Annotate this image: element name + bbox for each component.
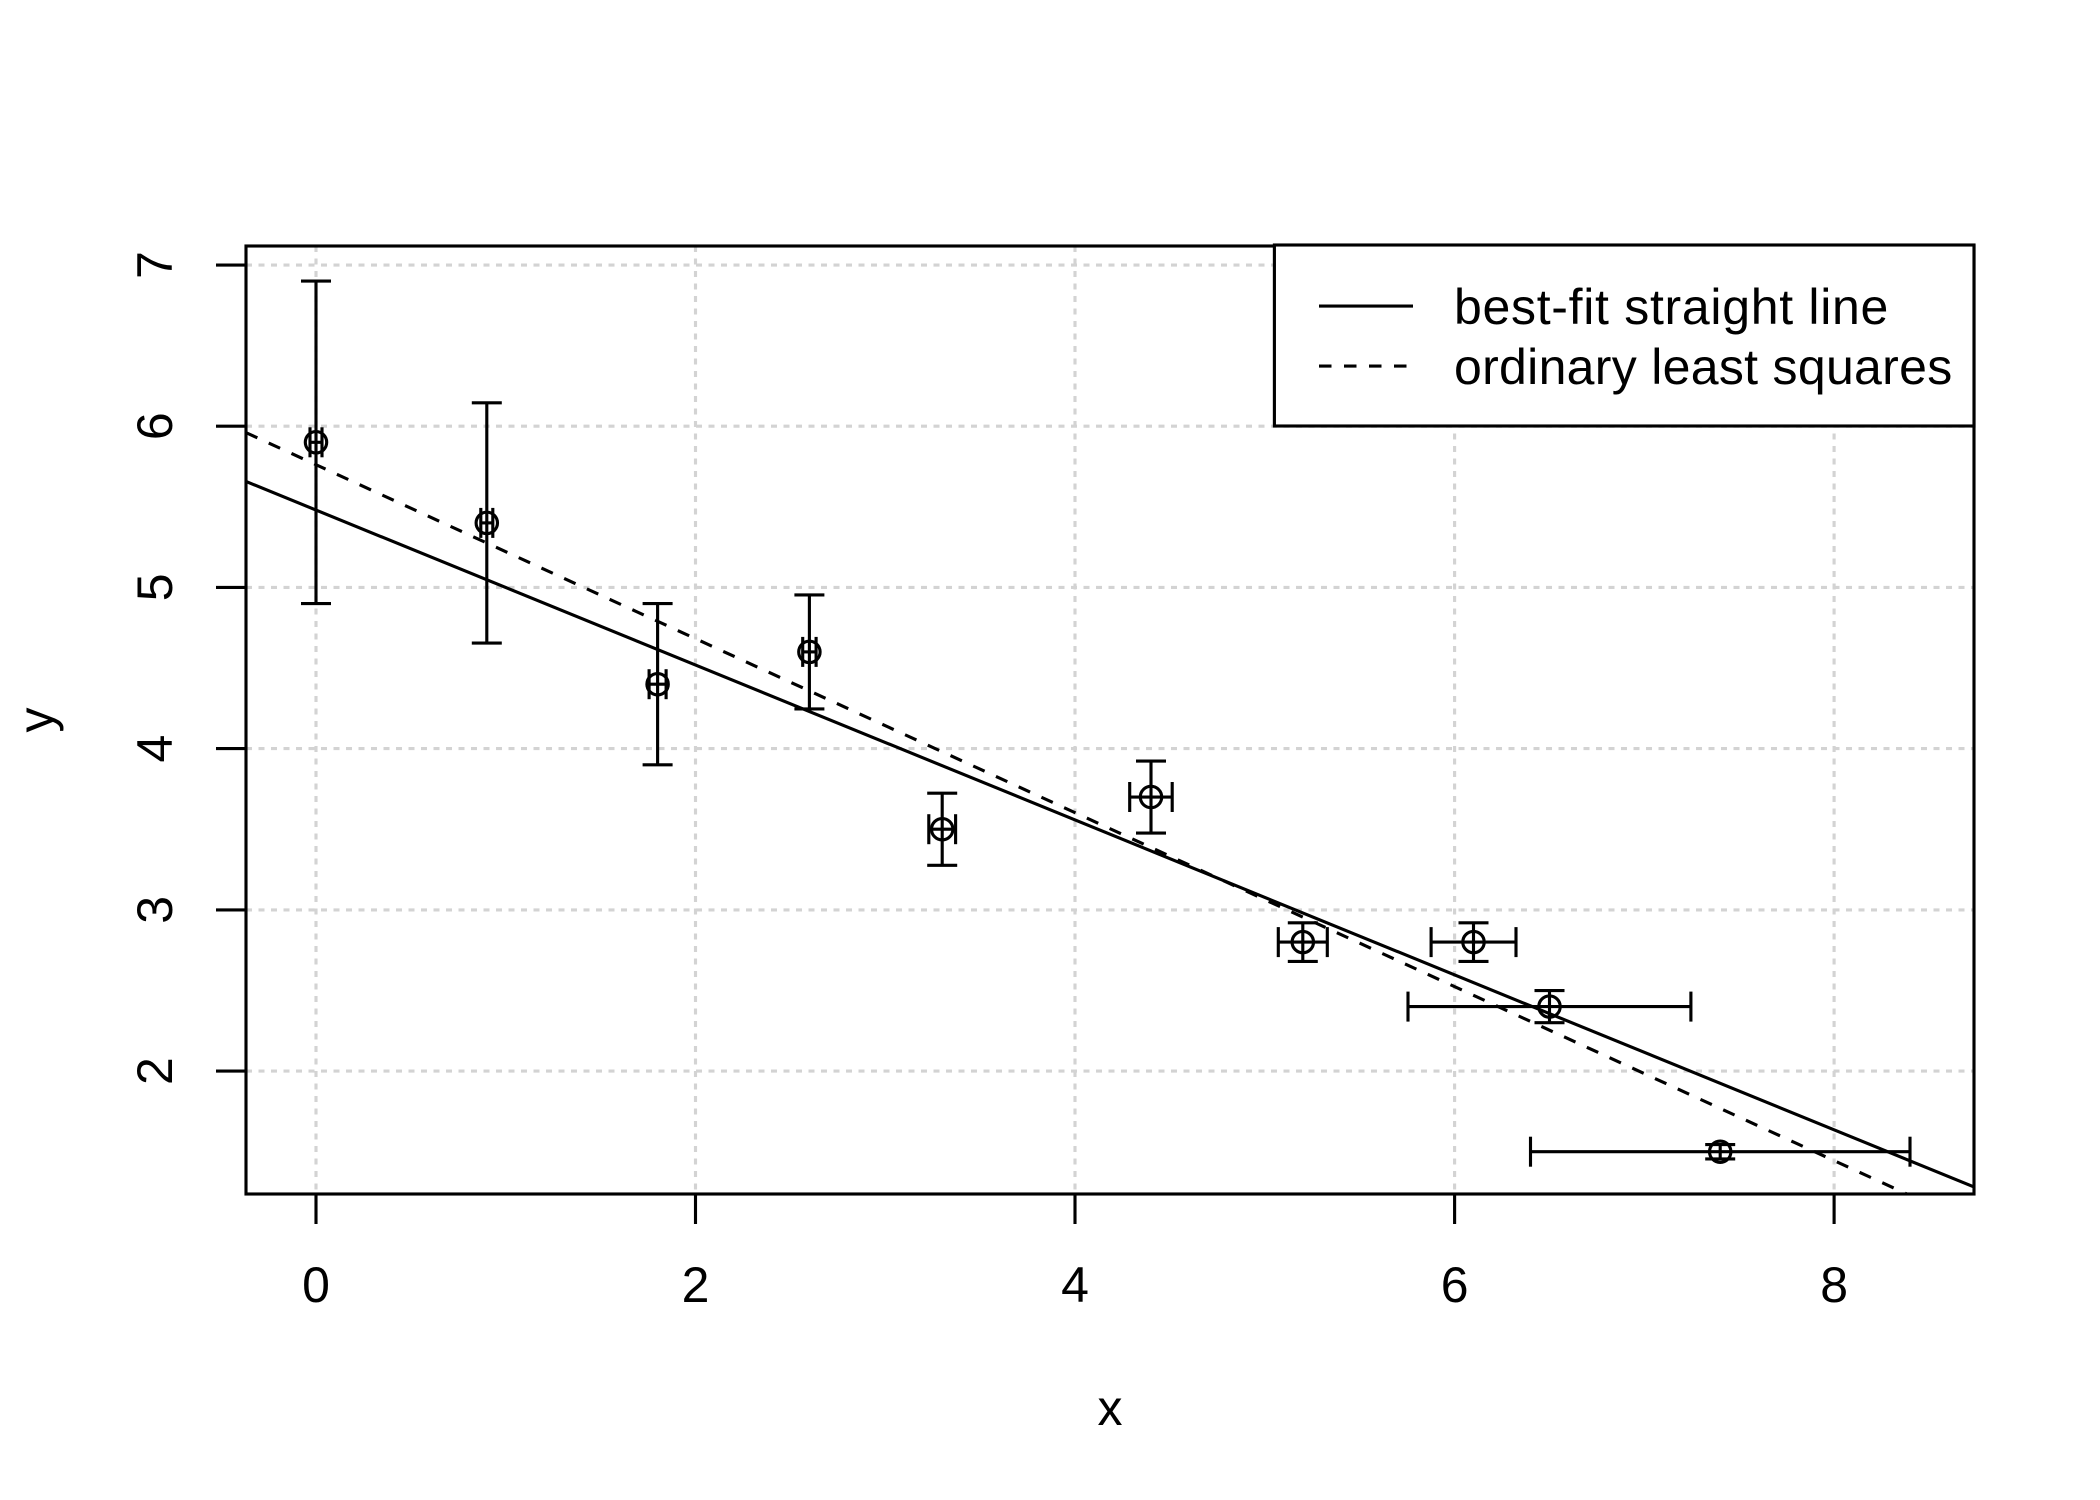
svg-text:2: 2 [682,1257,710,1313]
svg-text:x: x [1098,1380,1123,1436]
svg-text:y: y [8,708,64,733]
svg-text:6: 6 [127,412,183,440]
svg-text:6: 6 [1441,1257,1469,1313]
svg-text:7: 7 [127,251,183,279]
svg-text:4: 4 [127,735,183,763]
svg-text:ordinary least squares: ordinary least squares [1454,339,1953,395]
svg-text:4: 4 [1061,1257,1089,1313]
svg-text:3: 3 [127,896,183,924]
svg-text:8: 8 [1820,1257,1848,1313]
svg-text:0: 0 [302,1257,330,1313]
svg-text:best-fit straight line: best-fit straight line [1454,279,1889,335]
svg-text:2: 2 [127,1057,183,1085]
svg-text:5: 5 [127,573,183,601]
